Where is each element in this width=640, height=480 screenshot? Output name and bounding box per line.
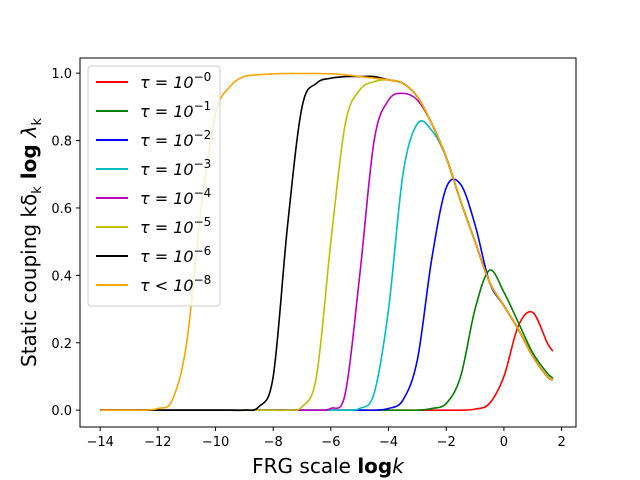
- x-axis-ticks: −14 −12 −10 −8 −6 −4 −2 0 2: [86, 427, 566, 450]
- y-tick-label: 0.2: [51, 337, 72, 352]
- legend-label: τ = 10−2: [140, 128, 211, 150]
- y-tick-label: 0.6: [51, 202, 72, 217]
- x-tick-label: −2: [437, 435, 456, 450]
- legend-label: τ < 10−8: [140, 273, 211, 295]
- x-tick-label: 0: [500, 435, 508, 450]
- legend-label: τ = 10−1: [140, 99, 211, 121]
- x-tick-label: −14: [86, 435, 113, 450]
- legend-label: τ = 10−4: [140, 186, 211, 208]
- y-tick-label: 0.8: [51, 135, 72, 150]
- y-tick-label: 0.4: [51, 269, 72, 284]
- x-tick-label: −4: [379, 435, 398, 450]
- x-tick-label: 2: [557, 435, 565, 450]
- series-line-0: [100, 310, 554, 412]
- legend-label: τ = 10−3: [140, 157, 211, 179]
- x-tick-label: −10: [202, 435, 229, 450]
- legend-items: τ = 10−0 τ = 10−1 τ = 10−2 τ = 10−3 τ = 10−4…: [96, 70, 211, 295]
- y-tick-label: 0.0: [51, 404, 72, 419]
- plot-frame: [79, 57, 577, 428]
- legend-label: τ = 10−0: [140, 70, 211, 92]
- y-tick-label: 1.0: [51, 67, 72, 82]
- x-tick-label: −12: [144, 435, 171, 450]
- legend: τ = 10−0 τ = 10−1 τ = 10−2 τ = 10−3 τ = 10−4…: [87, 65, 221, 307]
- series-line-7: [100, 72, 554, 412]
- y-axis-ticks: 0.0 0.2 0.4 0.6 0.8 1.0: [51, 67, 80, 419]
- x-axis-label: FRG scale logk: [252, 454, 405, 478]
- legend-label: τ = 10−5: [140, 215, 211, 237]
- legend-label: τ = 10−6: [140, 244, 211, 266]
- series-lines: [100, 72, 554, 412]
- legend-box: [87, 65, 221, 307]
- x-tick-label: −8: [264, 435, 283, 450]
- y-axis-label: Static couping kδk log λk: [17, 118, 45, 367]
- x-tick-label: −6: [321, 435, 340, 450]
